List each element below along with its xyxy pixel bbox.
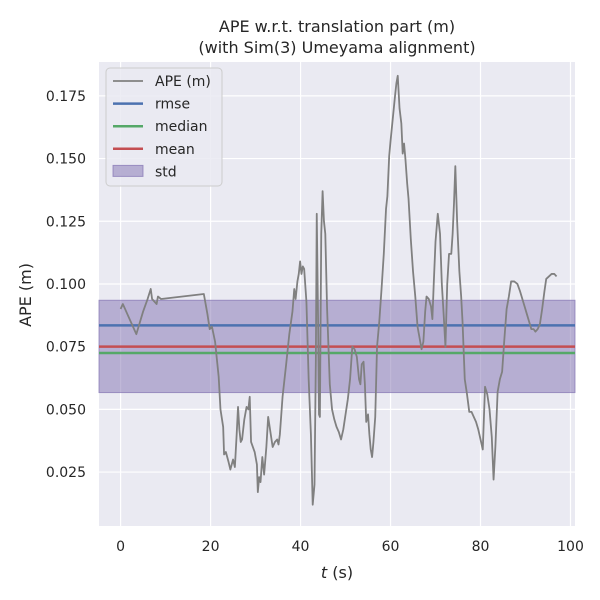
- y-tick-label: 0.075: [46, 340, 86, 356]
- legend-box: [105, 67, 223, 187]
- y-tick-label: 0.050: [46, 402, 86, 418]
- x-axis-label-unit: (s): [327, 563, 353, 582]
- legend-swatch-std: [112, 164, 144, 177]
- y-axis-label: APE (m): [16, 263, 35, 327]
- y-tick-label: 0.100: [46, 277, 86, 293]
- legend-label-median: median: [155, 119, 207, 135]
- y-tick-label: 0.025: [46, 465, 86, 481]
- x-tick-label: 60: [382, 539, 400, 555]
- legend-label-std: std: [155, 164, 177, 180]
- x-tick-labels: 0 20 40 60 80 100: [116, 539, 584, 555]
- x-tick-label: 80: [472, 539, 490, 555]
- x-axis-label-var: t: [321, 563, 328, 582]
- series-layer: [119, 74, 558, 506]
- y-tick-label: 0.150: [46, 152, 86, 168]
- y-tick-labels: 0.025 0.050 0.075 0.100 0.125 0.150 0.175: [46, 89, 86, 481]
- legend-label-ape: APE (m): [155, 74, 211, 90]
- stat-lines-layer: [99, 324, 575, 355]
- legend: APE (m) rmse median mean std: [105, 67, 223, 187]
- x-tick-label: 0: [116, 539, 125, 555]
- chart-title-line2: (with Sim(3) Umeyama alignment): [198, 38, 475, 57]
- x-axis-label: t (s): [321, 563, 353, 582]
- x-tick-label: 20: [202, 539, 220, 555]
- legend-label-rmse: rmse: [155, 97, 190, 113]
- y-tick-label: 0.175: [46, 89, 86, 105]
- y-tick-label: 0.125: [46, 214, 86, 230]
- ape-series-line: [119, 74, 558, 506]
- x-tick-label: 100: [557, 539, 584, 555]
- chart-title-line1: APE w.r.t. translation part (m): [219, 17, 455, 36]
- x-tick-label: 40: [292, 539, 310, 555]
- legend-label-mean: mean: [155, 142, 195, 158]
